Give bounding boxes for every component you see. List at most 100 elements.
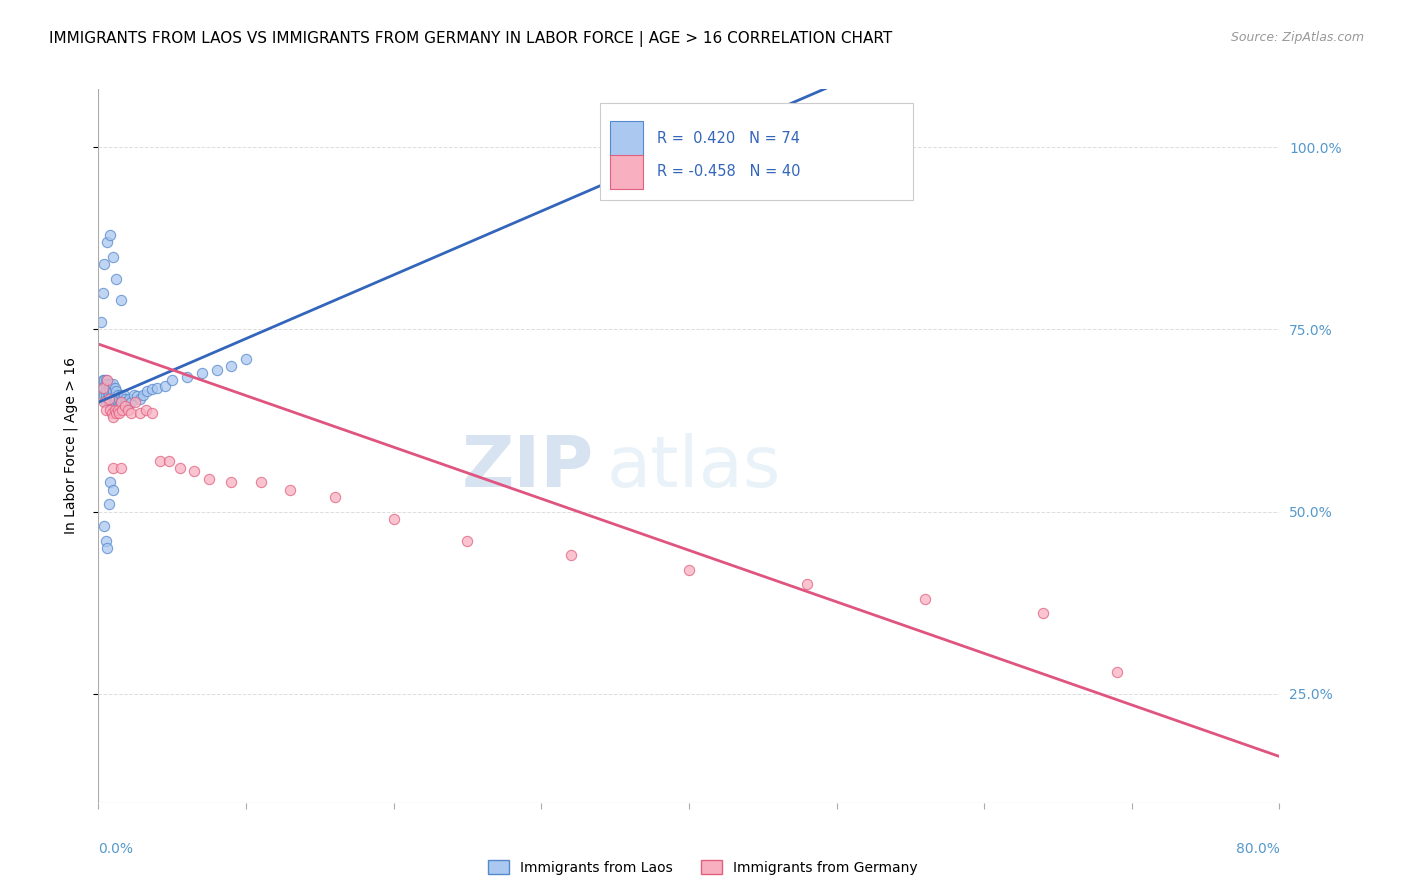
Point [914,591,936,606]
Point [219,475,242,490]
Point [111,392,134,406]
Text: IMMIGRANTS FROM LAOS VS IMMIGRANTS FROM GERMANY IN LABOR FORCE | AGE > 16 CORREL: IMMIGRANTS FROM LAOS VS IMMIGRANTS FROM … [49,31,893,47]
Text: 0.0%: 0.0% [98,842,134,856]
FancyBboxPatch shape [600,103,914,200]
Point [110,460,132,475]
Point [100,406,122,420]
Point [93,395,115,409]
Point [96,374,118,388]
Point [103,460,125,475]
Point [100,388,122,402]
Point [97,388,120,402]
Point [108,399,131,413]
Point [91,374,114,388]
Point [110,293,132,308]
Point [96,541,118,555]
Point [90,388,112,402]
Point [278,483,302,497]
Point [97,497,120,511]
Point [94,388,117,402]
Point [108,392,131,406]
Point [96,235,118,249]
Point [796,577,818,591]
Point [128,406,150,420]
Point [191,366,214,380]
Point [93,381,115,395]
Point [120,395,142,409]
Point [105,392,128,406]
Point [125,389,148,403]
Point [157,453,180,467]
Point [104,388,127,402]
Point [110,395,132,409]
Point [105,406,128,420]
Point [91,381,114,395]
Point [128,392,150,406]
Point [114,399,136,413]
Point [323,490,346,504]
Point [162,374,183,388]
Point [98,377,121,392]
Point [91,381,114,395]
Point [117,397,139,411]
Text: ZIP: ZIP [463,433,595,502]
Point [96,377,118,392]
Point [1032,607,1054,621]
Point [235,351,257,366]
Point [93,374,115,388]
Point [120,406,142,420]
Point [107,388,129,402]
Point [105,399,128,413]
Point [382,512,405,526]
Point [219,359,242,373]
Point [122,388,145,402]
Point [124,395,146,409]
Point [98,392,121,406]
Point [94,374,117,388]
Point [103,399,125,413]
Point [1105,665,1128,679]
Point [103,250,125,264]
Point [107,402,129,417]
Point [112,388,135,402]
Point [105,271,128,285]
Point [118,392,141,406]
Point [94,395,117,409]
Point [103,377,125,392]
Point [141,382,163,396]
Point [110,388,132,402]
Point [146,381,169,395]
Text: R = -0.458   N = 40: R = -0.458 N = 40 [657,164,800,179]
Point [97,381,120,395]
Text: R =  0.420   N = 74: R = 0.420 N = 74 [657,131,800,146]
Point [91,286,114,301]
Point [96,392,118,406]
Point [103,392,125,406]
Point [104,402,127,417]
Point [97,395,120,409]
Point [93,519,115,533]
Text: atlas: atlas [606,433,780,502]
Point [153,379,176,393]
Point [90,315,112,329]
Bar [610,121,643,155]
Point [183,465,205,479]
Point [114,392,136,406]
Point [135,402,157,417]
Point [105,384,128,399]
Point [169,460,191,475]
Point [132,388,155,402]
Point [94,533,117,548]
Text: Source: ZipAtlas.com: Source: ZipAtlas.com [1230,31,1364,45]
Point [198,472,221,486]
Point [678,563,700,577]
Point [100,381,122,395]
Point [456,533,478,548]
Point [93,388,115,402]
Bar [610,155,643,189]
Point [98,402,121,417]
Point [103,483,125,497]
Point [108,406,131,420]
Point [93,257,115,271]
Point [149,453,172,467]
